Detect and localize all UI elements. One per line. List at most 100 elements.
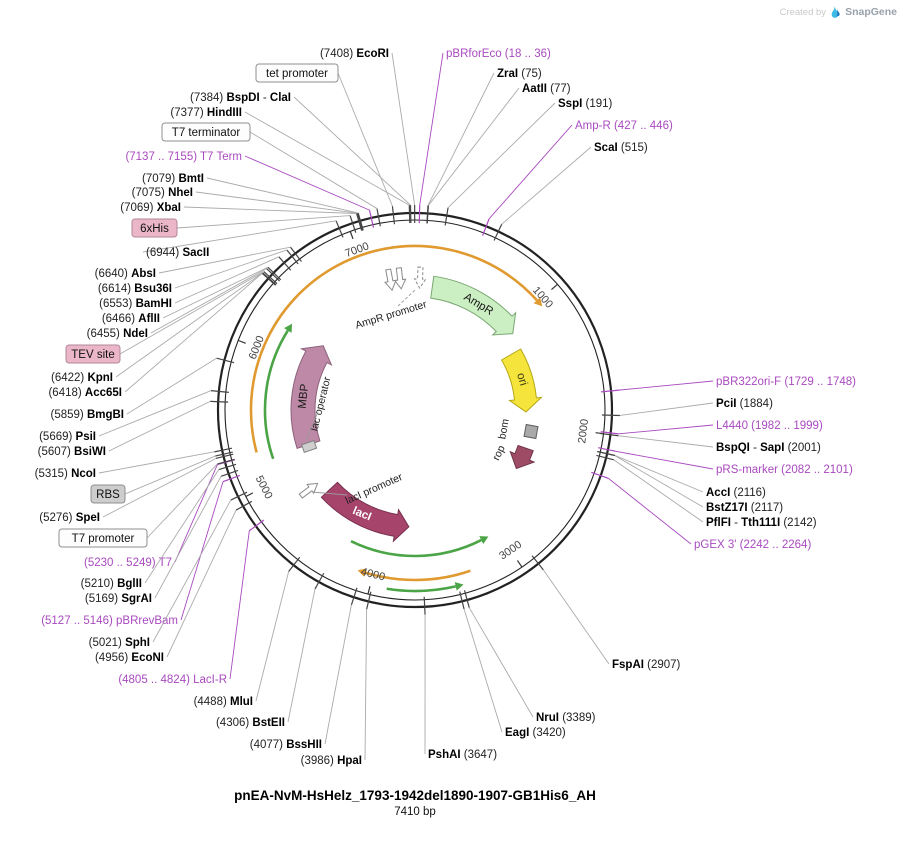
arrowhead	[479, 536, 489, 545]
site-tick-SphI	[230, 491, 248, 501]
site-tick-BglII	[218, 463, 237, 471]
watermark: Created by SnapGene	[780, 5, 897, 19]
site-label-pBR322ori-F: pBR322ori-F (1729 .. 1748)	[716, 376, 856, 388]
site-label-part: pBR322ori-F	[716, 376, 781, 388]
site-label-part: (1729 .. 1748)	[781, 376, 856, 388]
site-label-part: BstEII	[252, 717, 285, 729]
site-label-part: T7 Term	[200, 151, 242, 163]
site-label-part: L4440	[716, 420, 748, 432]
site-tick-tet-promoter	[391, 206, 396, 225]
site-label-ZraI: ZraI (75)	[497, 68, 542, 80]
site-label-part: (4956)	[95, 652, 131, 664]
bom-label: bom	[496, 418, 511, 440]
feature-box-tev-site	[65, 344, 121, 364]
site-tick-BstEII	[314, 572, 325, 590]
site-label-pRS-marker: pRS-marker (2082 .. 2101)	[716, 464, 853, 476]
site-label-part: T7	[159, 557, 172, 569]
leader-NruI	[468, 607, 534, 718]
site-tick-LacI-R	[248, 519, 265, 532]
site-tick-pGEX-3	[591, 471, 609, 479]
site-label-SacII: (6944) SacII	[146, 247, 209, 259]
leader-HindIII	[244, 111, 410, 206]
site-label-AccI: AccI (2116)	[706, 487, 766, 499]
site-label-part: (2907)	[644, 659, 681, 671]
site-label-part: pBRforEco	[446, 48, 502, 60]
site-label-part: pBRrevBam	[116, 615, 178, 627]
site-tick-Amp-R	[482, 218, 490, 236]
site-label-part: -	[260, 92, 270, 104]
site-tick-MluI	[288, 556, 301, 572]
leader-pBR322ori-F	[618, 380, 714, 391]
site-label-part: (5669)	[39, 431, 75, 443]
site-label-BamHI: (6553) BamHI	[99, 298, 172, 310]
site-label-ScaI: ScaI (515)	[594, 142, 648, 154]
leader-AflII	[162, 266, 269, 319]
snapgene-logo-icon	[831, 5, 840, 18]
leader-6xhis	[176, 215, 351, 229]
site-label-part: ScaI	[594, 142, 618, 154]
site-label-part: (5169)	[85, 593, 121, 605]
position-tick	[349, 231, 354, 240]
site-label-part: XbaI	[157, 202, 181, 214]
site-label-part: AflII	[138, 313, 160, 325]
site-label-part: (3420)	[529, 727, 566, 739]
site-label-pGEX-3: pGEX 3' (2242 .. 2264)	[694, 539, 811, 551]
leader-T7-primer	[174, 464, 218, 563]
site-label-EcoNI: (4956) EcoNI	[95, 652, 164, 664]
site-tick-XbaI	[355, 213, 363, 231]
site-tick-PflFI-Tth111I	[596, 454, 615, 461]
site-label-part: (5230 .. 5249)	[84, 557, 159, 569]
feature-AmpR	[430, 275, 517, 336]
site-tick-PshAI	[423, 596, 426, 615]
site-tick-BmtI	[357, 212, 364, 231]
leader-SacII	[142, 220, 337, 253]
leader-ZraI	[427, 72, 495, 206]
site-label-part: (515)	[618, 142, 648, 154]
arrowhead	[454, 582, 464, 591]
site-label-XbaI: (7069) XbaI	[120, 202, 181, 214]
site-label-part: PciI	[716, 398, 736, 410]
watermark-text: Created by	[779, 6, 827, 18]
site-label-part: MluI	[230, 696, 253, 708]
site-label-BsiWI: (5607) BsiWI	[38, 446, 106, 458]
site-label-part: BstZ17I	[706, 502, 748, 514]
site-label-part: SacII	[182, 247, 209, 259]
site-label-AatII: AatII (77)	[522, 83, 571, 95]
orf-1	[249, 244, 538, 453]
inner-leader	[397, 289, 416, 307]
leader-AbsI	[158, 246, 291, 274]
site-label-AflII: (6466) AflII	[102, 313, 160, 325]
laci-promoter-label: lacI promoter	[344, 471, 405, 507]
leader-BamHI	[174, 256, 279, 304]
site-label-BssHII: (4077) BssHII	[250, 739, 322, 751]
leader-BstZ17I	[614, 455, 704, 508]
site-tick-BamHI	[278, 256, 292, 271]
leader-BspDI-ClaI	[293, 96, 411, 206]
leader-EagI	[463, 608, 503, 733]
leader-Acc65I	[124, 273, 263, 393]
feature-bom	[523, 423, 539, 440]
site-label-part: (4306)	[216, 717, 252, 729]
leader-T7-Term	[244, 155, 370, 211]
site-tick-BsiWI	[210, 400, 229, 403]
box-label-tet-promoter: tet promoter	[266, 68, 328, 80]
site-label-NruI: NruI (3389)	[536, 712, 596, 724]
site-tick-NheI	[356, 213, 364, 231]
leader-AccI	[614, 455, 704, 493]
leader-BsiWI	[108, 400, 211, 452]
orf-3	[350, 538, 482, 558]
leader-pBRrevBam	[180, 481, 224, 621]
site-label-part: NheI	[168, 187, 193, 199]
leader-BstEII	[287, 588, 316, 723]
box-label-t7-promoter: T7 promoter	[72, 533, 135, 545]
site-label-part: PflFI	[706, 517, 731, 529]
plasmid-title: pnEA-NvM-HsHelz_1793-1942del1890-1907-GB…	[234, 788, 596, 803]
site-label-part: -	[731, 517, 741, 529]
inner-leader	[311, 491, 348, 496]
site-label-NcoI: (5315) NcoI	[35, 468, 96, 480]
site-tick-AflII	[267, 266, 282, 281]
feature-rop	[509, 444, 536, 470]
position-label: 3000	[497, 539, 524, 563]
site-label-KpnI: (6422) KpnI	[51, 372, 113, 384]
site-label-part: (77)	[547, 83, 571, 95]
